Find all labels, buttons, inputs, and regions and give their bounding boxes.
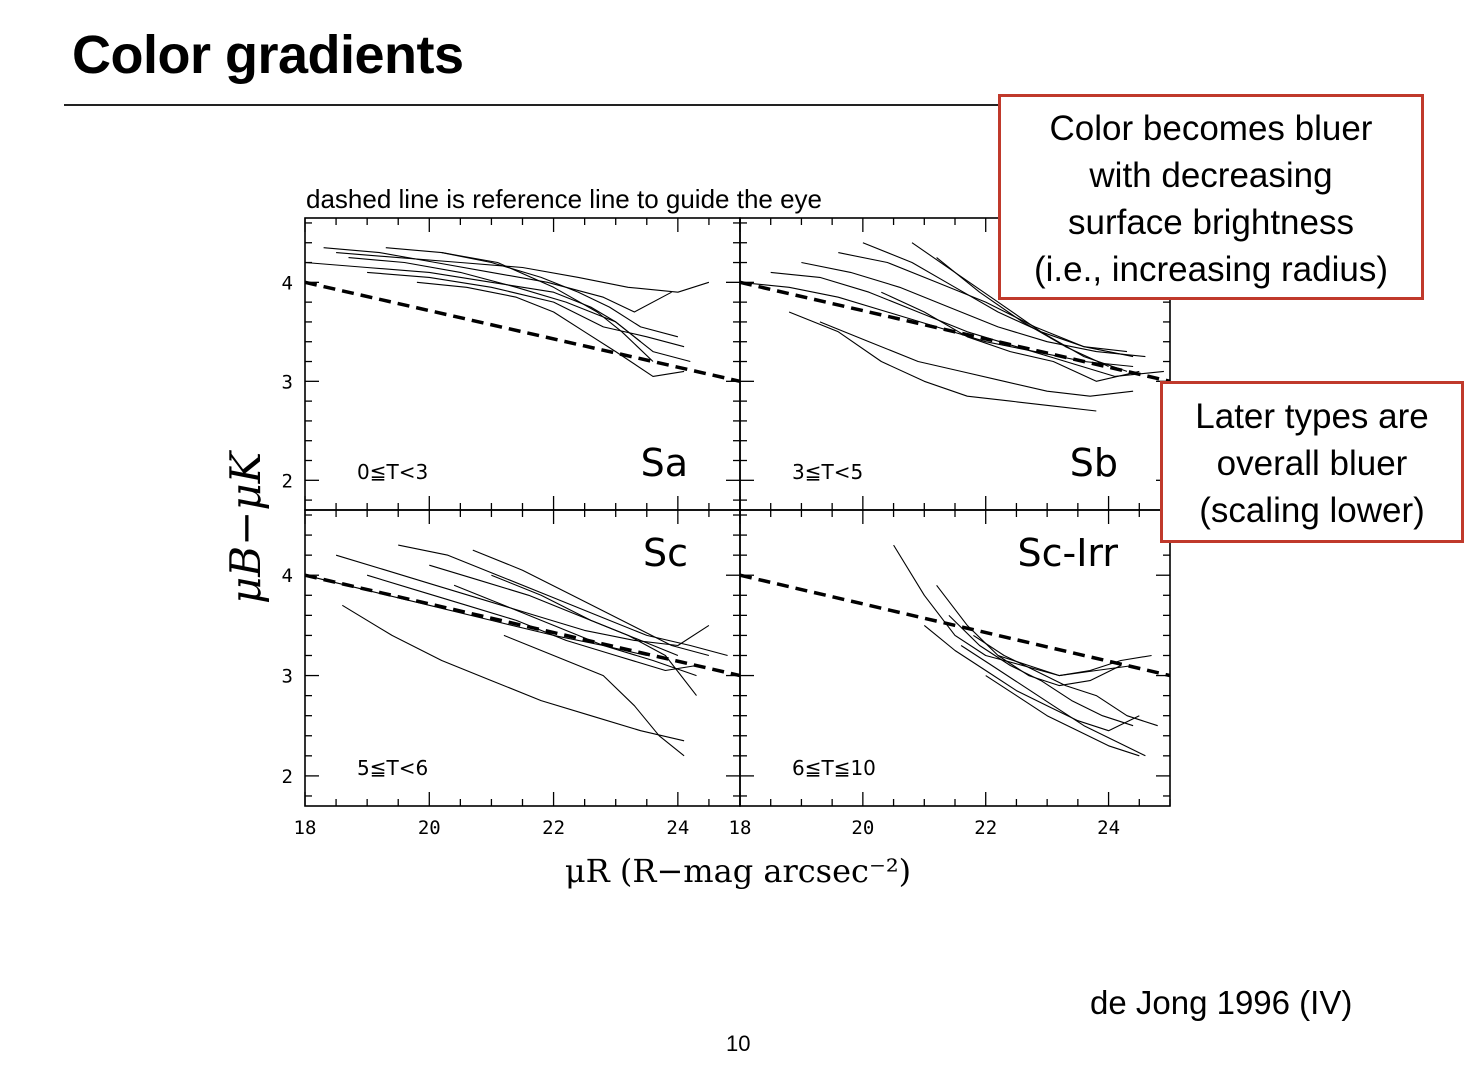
series-line xyxy=(770,271,1164,377)
callout-line: (scaling lower) xyxy=(1199,491,1425,530)
series-line xyxy=(336,252,710,293)
panel-label: Sb xyxy=(1070,441,1118,485)
panel-type-range: 6≦T≦10 xyxy=(792,756,876,780)
series-line xyxy=(335,554,710,647)
panel-type-range: 5≦T<6 xyxy=(357,756,428,780)
y-tick-label: 4 xyxy=(282,272,293,294)
series-line xyxy=(948,615,1134,727)
y-tick-label: 4 xyxy=(282,565,293,587)
series-line xyxy=(801,261,1146,358)
series-line xyxy=(997,654,1152,677)
series-line xyxy=(367,271,685,348)
reference-line xyxy=(304,280,741,384)
x-tick-label: 22 xyxy=(542,817,565,839)
panel-sa: 2 3 4 Sa 0≦T<3 xyxy=(282,217,741,511)
series-line xyxy=(453,584,697,677)
y-axis-label: μB−μK xyxy=(221,449,270,604)
callout-line: with decreasing xyxy=(1089,156,1333,195)
page-number: 10 xyxy=(726,1031,751,1056)
series-line xyxy=(441,252,679,338)
series-line xyxy=(936,257,1109,367)
series-line xyxy=(342,604,685,742)
title-divider xyxy=(64,104,1024,106)
citation: de Jong 1996 (IV) xyxy=(1090,984,1353,1021)
series-line xyxy=(348,257,691,363)
x-tick-label: 20 xyxy=(418,817,441,839)
y-tick-label: 2 xyxy=(282,766,293,788)
x-tick-label: 18 xyxy=(729,817,752,839)
callout-line: (i.e., increasing radius) xyxy=(1033,250,1389,289)
series-line xyxy=(973,634,1158,727)
panel-label: Sc xyxy=(643,531,688,575)
series-line xyxy=(862,242,1128,353)
x-tick-label: 22 xyxy=(974,817,997,839)
series-line xyxy=(936,584,1122,687)
y-tick-label: 2 xyxy=(282,470,293,492)
callout-bluer-with-radius: Color becomes bluer with decreasing surf… xyxy=(998,94,1424,300)
series-line xyxy=(398,544,728,657)
callout-line: surface brightness xyxy=(1068,203,1354,242)
panel-label: Sc-Irr xyxy=(1017,531,1118,575)
series-line xyxy=(788,311,1097,412)
y-tick-label: 3 xyxy=(282,666,293,688)
x-tick-label: 24 xyxy=(666,817,689,839)
series-line xyxy=(503,634,685,757)
panel-label: Sa xyxy=(641,441,688,485)
x-tick-label: 20 xyxy=(851,817,874,839)
series-line xyxy=(385,247,654,362)
series-line xyxy=(960,645,1146,757)
series-line xyxy=(923,624,1140,732)
x-tick-label: 18 xyxy=(294,817,317,839)
x-axis-label: μR (R−mag arcsec⁻²) xyxy=(565,852,911,890)
callout-line: overall bluer xyxy=(1216,444,1408,483)
series-line xyxy=(893,544,1134,677)
y-tick-label: 3 xyxy=(282,371,293,393)
series-line xyxy=(491,574,679,657)
panel-type-range: 3≦T<5 xyxy=(792,460,863,484)
series-line xyxy=(429,564,697,696)
reference-line xyxy=(304,573,741,678)
panel-type-range: 0≦T<3 xyxy=(357,460,428,484)
callout-line: Color becomes bluer xyxy=(1049,109,1373,148)
callout-later-types-bluer: Later types are overall bluer (scaling l… xyxy=(1160,381,1464,543)
slide-title: Color gradients xyxy=(72,25,464,85)
reference-line xyxy=(739,280,1171,384)
series-line xyxy=(472,549,710,657)
series-line xyxy=(819,321,1134,397)
series-line xyxy=(323,247,672,313)
callout-line: Later types are xyxy=(1195,397,1429,436)
series-line xyxy=(366,574,697,672)
x-tick-label: 24 xyxy=(1097,817,1120,839)
panel-sc-irr: 18 20 22 24 Sc-Irr 6≦T≦10 xyxy=(729,509,1171,839)
panel-sc: 2 3 4 18 20 22 24 Sc 5≦T<6 xyxy=(282,509,741,839)
series-line xyxy=(416,281,685,377)
series-line xyxy=(985,675,1140,757)
chart-note: dashed line is reference line to guide t… xyxy=(306,184,823,214)
series-line xyxy=(304,261,641,343)
series-line xyxy=(881,291,1140,382)
reference-line xyxy=(739,573,1171,678)
